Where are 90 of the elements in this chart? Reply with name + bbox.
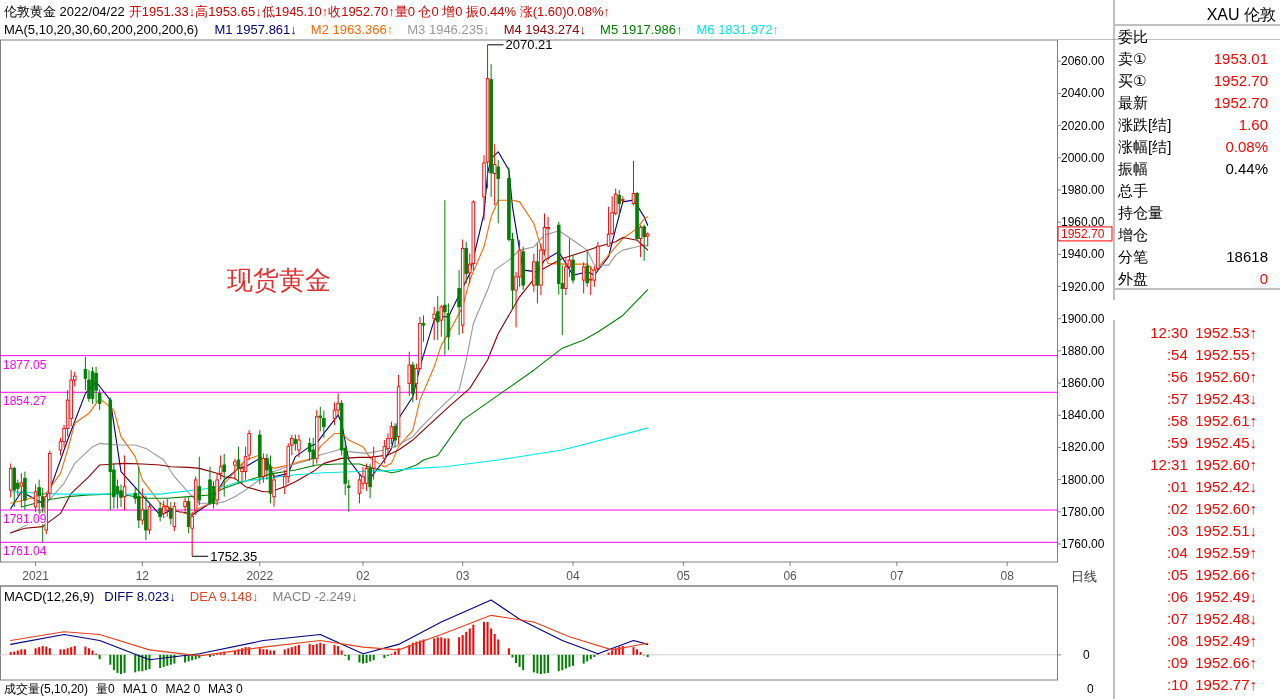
text: :56 1952.60↑	[1166, 367, 1257, 385]
text: :01 1952.42↓	[1166, 477, 1257, 495]
text: 成交量(5,10,20)	[4, 682, 89, 696]
text: 1953.01	[1213, 49, 1268, 67]
x-tick-label: 03	[455, 569, 470, 583]
text: :58 1952.61↑	[1166, 411, 1257, 429]
y-tick-label: 1840.00	[1061, 408, 1105, 423]
category-label: 最新	[1118, 93, 1148, 111]
y-tick-label: 1920.00	[1061, 279, 1105, 294]
text: :07 1952.48↓	[1166, 609, 1257, 627]
text: M2 1963.366↑	[310, 21, 394, 37]
category-label: 分笔	[1118, 247, 1148, 265]
text: MA3 0	[208, 682, 244, 696]
y-tick-label: 2000.00	[1061, 150, 1105, 165]
text: :04 1952.59↑	[1166, 543, 1257, 561]
x-tick-label: 08	[1000, 569, 1015, 583]
text: :03 1952.51↓	[1166, 521, 1257, 539]
y-tick-label: 1800.00	[1061, 472, 1105, 487]
ref-line-label: 1854.27	[3, 394, 47, 409]
category-label: 振幅	[1118, 159, 1148, 177]
annotation: 1752.35	[210, 548, 258, 564]
text: XAU 伦敦	[1206, 5, 1276, 23]
y-tick-label: 1980.00	[1061, 182, 1105, 197]
ref-line-label: 1761.04	[3, 544, 47, 559]
text: M1 1957.861↓	[214, 21, 297, 37]
text: :57 1952.43↓	[1166, 389, 1257, 407]
text: 日线	[1071, 568, 1097, 584]
y-tick-label: 1760.00	[1061, 536, 1105, 551]
x-tick-label: 02	[356, 569, 370, 583]
text: 0	[1087, 682, 1094, 696]
text: 量0	[96, 682, 116, 696]
annotation: 现货黄金	[227, 265, 332, 296]
x-tick-label: 06	[783, 569, 798, 583]
text: 0.08%	[1225, 137, 1268, 155]
category-label: 涨幅[结]	[1118, 137, 1172, 155]
y-tick-label: 1820.00	[1061, 440, 1105, 455]
text: :02 1952.60↑	[1166, 499, 1257, 517]
text: 12:31 1952.60↑	[1150, 455, 1257, 473]
ref-line-label: 1877.05	[3, 357, 47, 372]
text: 0	[1259, 269, 1268, 287]
y-tick-label: 2060.00	[1061, 54, 1105, 69]
text: MA1 0	[122, 682, 158, 696]
text: 18618	[1226, 247, 1268, 265]
category-label: 外盘	[1118, 269, 1148, 287]
category-label: 增仓	[1117, 225, 1148, 243]
text: M5 1917.986↑	[600, 21, 683, 37]
x-tick-label: 07	[890, 569, 904, 583]
text: M3 1946.235↓	[407, 21, 490, 37]
y-tick-label: 1780.00	[1061, 504, 1105, 519]
text: 12:30 1952.53↑	[1150, 323, 1257, 341]
x-tick-label: 12	[135, 569, 150, 583]
text: 1952.70	[1213, 71, 1268, 89]
chart-title: 伦敦黄金 2022/04/22	[4, 3, 125, 19]
text: 1952.70	[1213, 93, 1268, 111]
category-label: 委比	[1118, 27, 1148, 45]
x-tick-label: 2022	[246, 569, 274, 583]
text: 1.60	[1238, 115, 1268, 133]
text: :08 1952.49↑	[1166, 631, 1257, 649]
y-tick-label: 1940.00	[1061, 247, 1105, 262]
y-tick-label: 2040.00	[1061, 86, 1105, 101]
text: 0	[1083, 647, 1090, 662]
annotation: 2070.21	[505, 37, 553, 53]
category-label: 持仓量	[1118, 203, 1163, 221]
y-tick-label: 1900.00	[1061, 311, 1105, 326]
category-label: 买①	[1118, 71, 1147, 89]
chart-title: MACD(12,26,9)	[4, 588, 95, 604]
text: :05 1952.66↑	[1166, 565, 1257, 583]
text: DIFF 8.023↓	[104, 588, 176, 604]
text: :59 1952.45↓	[1166, 433, 1257, 451]
category-label: 总手	[1117, 181, 1148, 199]
x-tick-label: 04	[566, 569, 580, 583]
text: M4 1943.274↓	[503, 21, 587, 37]
category-label: 涨跌[结]	[1118, 115, 1172, 133]
text: DEA 9.148↓	[189, 588, 259, 604]
chart-subtitle: 开1951.33↓高1953.65↓低1945.10↑收1952.70↑量0 仓0 增0 振0.44% 涨(1.60)0.08%↑	[128, 3, 610, 19]
text: MA2 0	[165, 682, 201, 696]
text: :54 1952.55↑	[1166, 345, 1257, 363]
text: M6 1831.972↑	[696, 21, 779, 37]
y-tick-label: 1880.00	[1061, 343, 1105, 358]
annotation: MACD -2.249↓	[272, 588, 358, 604]
text: :09 1952.66↑	[1166, 653, 1257, 671]
category-label: 卖①	[1118, 49, 1147, 67]
text: 0.44%	[1225, 159, 1268, 177]
y-tick-label: 1860.00	[1061, 376, 1105, 391]
x-tick-label: 2021	[22, 569, 50, 583]
legend-title: MA(5,10,20,30,60,200,200,200,6)	[4, 21, 199, 37]
text: :10 1952.77↑	[1166, 675, 1257, 693]
text: :06 1952.49↓	[1166, 587, 1257, 605]
x-tick-label: 05	[676, 569, 691, 583]
y-tick-label: 2020.00	[1061, 118, 1105, 133]
